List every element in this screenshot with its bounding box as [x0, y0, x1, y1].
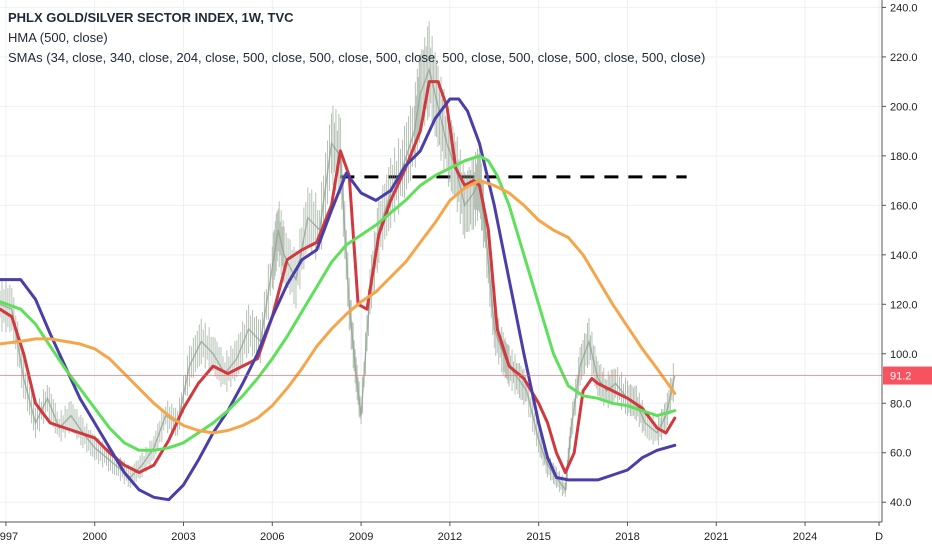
- x-tick-label: 2003: [171, 531, 195, 543]
- legend-hma: HMA (500, close): [8, 30, 108, 45]
- chart-title: PHLX GOLD/SILVER SECTOR INDEX, 1W, TVC: [8, 10, 294, 25]
- y-tick-label: 140.0: [890, 250, 918, 262]
- y-tick-label: 120.0: [890, 299, 918, 311]
- x-tick-label: 2021: [704, 531, 728, 543]
- last-price-label: 91.2: [890, 371, 911, 383]
- x-axis[interactable]: 1997 2000 2003 2006 2009 2012 2015 2018 2021 2024…: [0, 522, 883, 543]
- indicator-line-1: [0, 97, 677, 502]
- legend: PHLX GOLD/SILVER SECTOR INDEX, 1W, TVC H…: [8, 8, 705, 68]
- y-tick-label: 180.0: [890, 151, 918, 163]
- x-tick-label: 2018: [615, 531, 639, 543]
- y-axis[interactable]: 40.0 60.0 80.0 100.0 120.0 140.0 160.0 180.0 200…: [882, 2, 918, 509]
- indicator-series: [0, 80, 677, 502]
- x-tick-label: 2000: [82, 531, 106, 543]
- y-tick-label: 80.0: [890, 398, 911, 410]
- indicator-line-2: [0, 154, 677, 452]
- y-tick-label: 60.0: [890, 448, 911, 460]
- y-tick-label: 240.0: [890, 2, 918, 14]
- x-tick-label: 2012: [438, 531, 462, 543]
- x-tick-label: 2015: [526, 531, 550, 543]
- y-tick-label: 100.0: [890, 349, 918, 361]
- y-tick-label: 40.0: [890, 497, 911, 509]
- legend-smas: SMAs (34, close, 340, close, 204, close,…: [8, 50, 706, 65]
- x-tick-label: D: [875, 531, 883, 543]
- x-tick-label: 1997: [0, 531, 18, 543]
- x-tick-label: 2009: [349, 531, 373, 543]
- price-series: [0, 21, 676, 497]
- y-tick-label: 160.0: [890, 200, 918, 212]
- last-price-box: [883, 366, 932, 385]
- x-tick-label: 2006: [260, 531, 284, 543]
- x-tick-label: 2024: [793, 531, 817, 543]
- y-tick-label: 220.0: [890, 52, 918, 64]
- indicator-line-0: [0, 80, 677, 474]
- last-price-tag: 91.2: [883, 366, 932, 385]
- indicator-line-3: [0, 179, 677, 435]
- y-tick-label: 200.0: [890, 101, 918, 113]
